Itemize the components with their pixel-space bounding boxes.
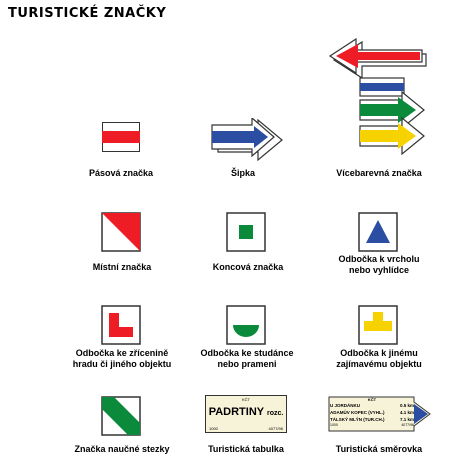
direction-row: ADAMŮV KOPEC (VYHL.) 4.1 km bbox=[330, 410, 414, 415]
koncova-znacka-label: Koncová značka bbox=[212, 262, 284, 272]
sign-code: 4077/96 bbox=[268, 426, 283, 431]
sign-plate: KČT PADRTINY rozc. 1000 4077/96 bbox=[205, 395, 287, 433]
peak-triangle-icon bbox=[358, 212, 398, 252]
sipka-label: Šipka bbox=[230, 168, 255, 178]
vicebarevna-znacka-label: Vícebarevná značka bbox=[336, 168, 422, 178]
odbocka-zajimavy-label: Odbočka k jinému zajímavému objektu bbox=[336, 348, 422, 369]
spring-marker-icon bbox=[226, 305, 266, 345]
local-marker-icon bbox=[101, 212, 141, 252]
sign-name: PADRTINY rozc. bbox=[208, 406, 284, 418]
multicolor-marker-icon bbox=[328, 38, 427, 156]
direction-row: U JORDÁNKU 0.5 km bbox=[330, 403, 414, 408]
naucna-stezka-label: Značka naučné stezky bbox=[74, 444, 170, 454]
direction-sign-icon bbox=[328, 396, 431, 432]
turisticka-tabulka-label: Turistická tabulka bbox=[208, 444, 284, 454]
ruin-marker-icon bbox=[101, 305, 141, 345]
direction-sign-text: KČT U JORDÁNKU 0.5 km ADAMŮV KOPEC (VYHL.… bbox=[330, 397, 414, 427]
end-marker-icon bbox=[226, 212, 266, 252]
sign-top: KČT bbox=[242, 397, 250, 402]
pasova-znacka-symbol bbox=[102, 122, 140, 156]
direction-footer: 1000 4077/96 bbox=[330, 423, 414, 427]
odbocka-studanka-label: Odbočka ke studánce nebo prameni bbox=[200, 348, 294, 369]
arrow-marker-icon bbox=[211, 118, 283, 162]
point-of-interest-marker-icon bbox=[358, 305, 398, 345]
odbocka-zricenina-label: Odbočka ke zřícenině hradu či jiného obj… bbox=[72, 348, 172, 369]
pasova-znacka-label: Pásová značka bbox=[88, 168, 154, 178]
mistni-znacka-label: Místní značka bbox=[92, 262, 152, 272]
sign-elev: 1000 bbox=[209, 426, 218, 431]
page-title: TURISTICKÉ ZNAČKY bbox=[8, 6, 167, 21]
educational-trail-marker-icon bbox=[101, 396, 141, 436]
direction-row: TÁLSKÝ MLÝN (TUR.CH.) 7.1 km bbox=[330, 417, 414, 422]
turisticka-smerovka-label: Turistická směrovka bbox=[335, 444, 423, 454]
odbocka-vrchol-label: Odbočka k vrcholu nebo vyhlídce bbox=[338, 254, 420, 275]
